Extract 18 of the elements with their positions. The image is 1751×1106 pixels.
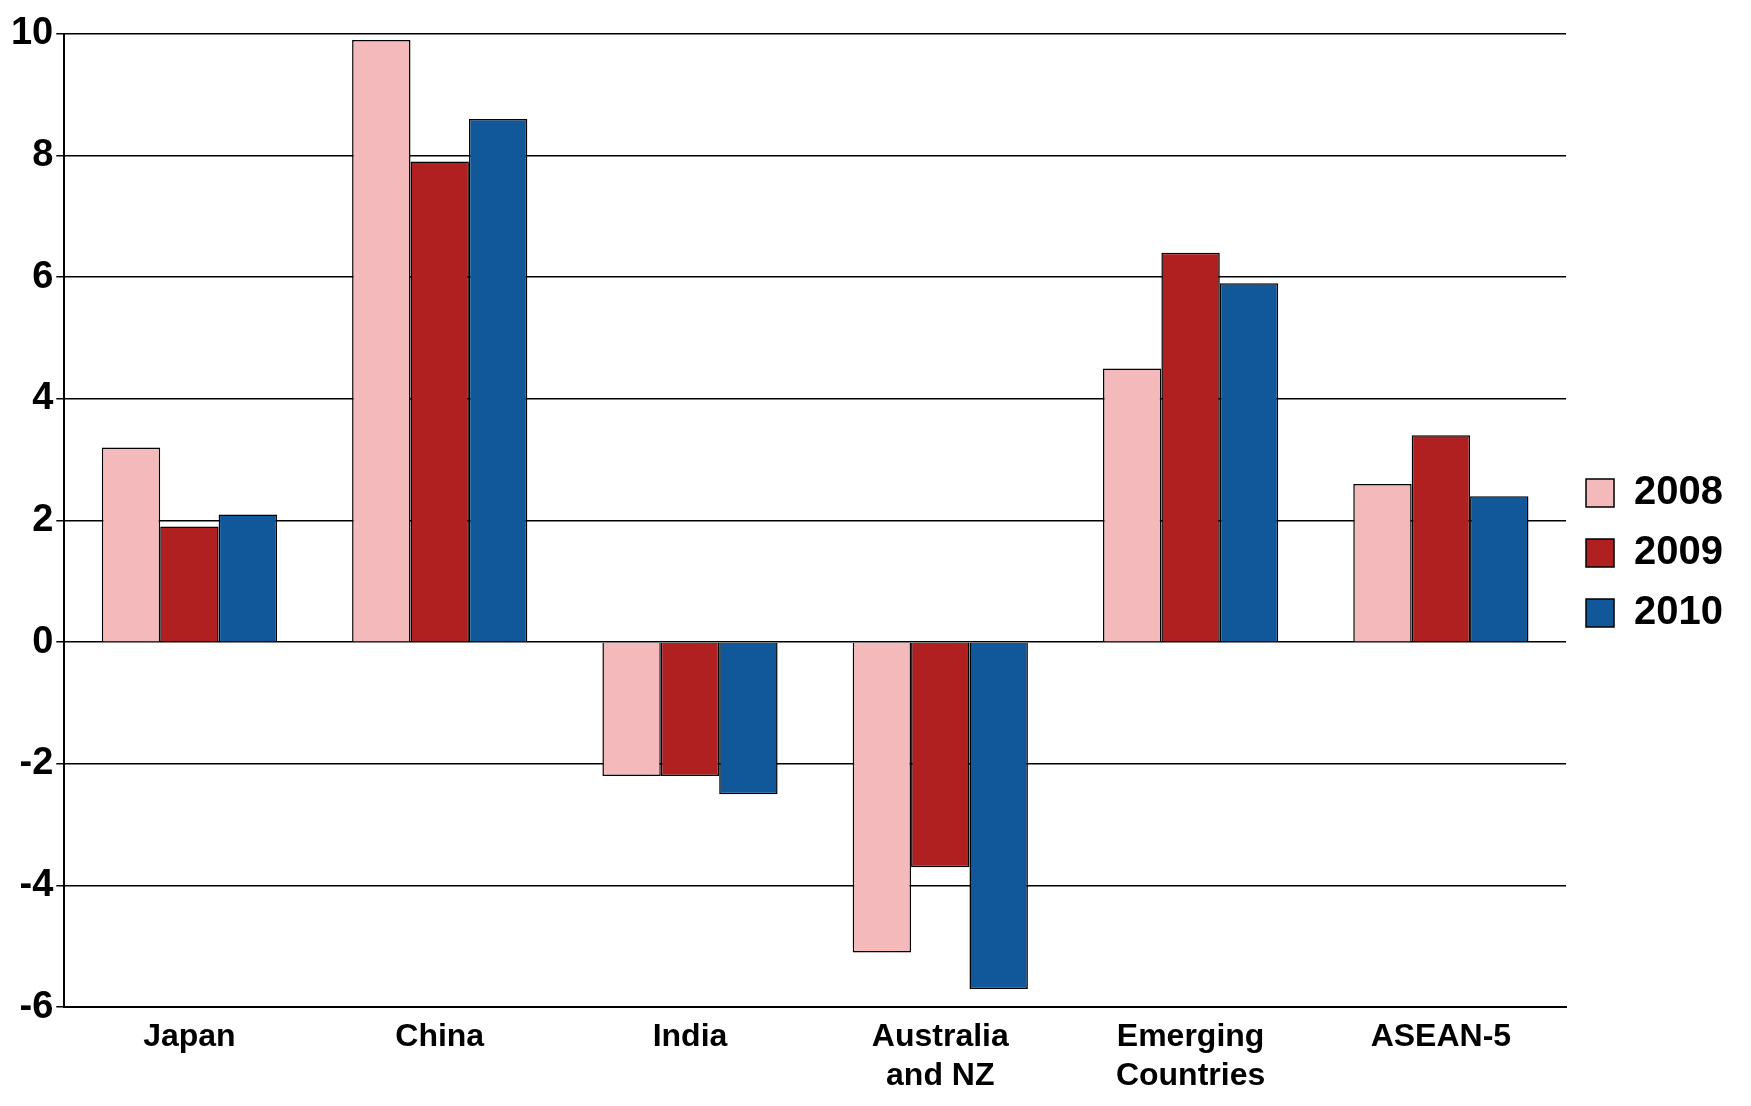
y-tick-label: -2 bbox=[19, 740, 54, 783]
x-tick-label: Emerging Countries bbox=[1115, 1017, 1266, 1092]
legend-label: 2008 bbox=[1634, 468, 1723, 513]
y-tick-label: 2 bbox=[32, 496, 54, 539]
x-tick-label: Japan bbox=[143, 1017, 236, 1054]
x-tick-label: ASEAN-5 bbox=[1370, 1017, 1512, 1054]
x-tick-label: China bbox=[395, 1017, 485, 1054]
legend-label: 2009 bbox=[1634, 528, 1723, 573]
y-tick-label: 8 bbox=[32, 131, 54, 174]
y-tick-label: -4 bbox=[19, 862, 54, 905]
x-tick-label: India bbox=[652, 1017, 728, 1054]
y-tick-label: 10 bbox=[10, 10, 54, 53]
legend-label: 2010 bbox=[1634, 588, 1723, 633]
y-tick-label: -6 bbox=[19, 983, 54, 1026]
y-tick-label: 6 bbox=[32, 253, 54, 296]
x-tick-label: Australia and NZ bbox=[871, 1017, 1009, 1092]
y-tick-label: 0 bbox=[32, 618, 54, 661]
y-tick-label: 4 bbox=[32, 375, 54, 418]
